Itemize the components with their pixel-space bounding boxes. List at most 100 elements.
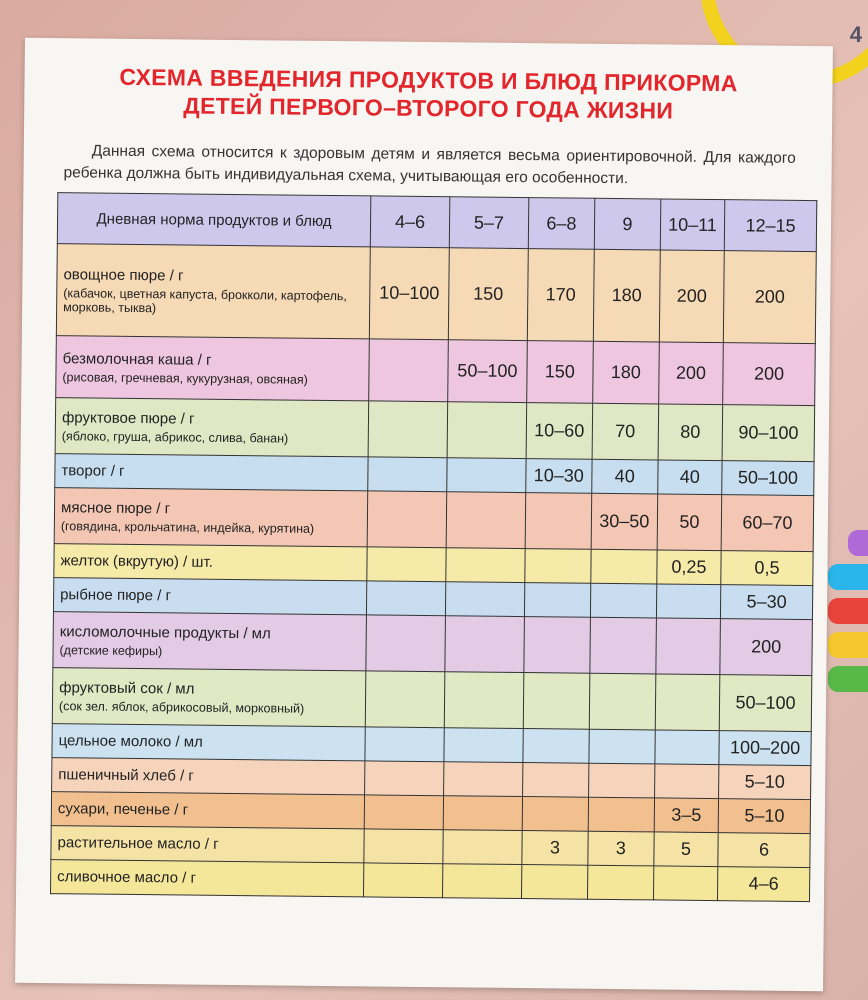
value-cell: 5–10	[718, 798, 811, 834]
value-cell	[367, 456, 448, 492]
value-cell: 3	[521, 830, 589, 866]
product-name: овощное пюре / г	[63, 265, 184, 284]
value-cell	[525, 492, 592, 550]
product-examples: (сок зел. яблок, абрикосовый, морковный)	[58, 698, 305, 716]
value-cell	[364, 760, 444, 796]
value-cell	[522, 728, 590, 764]
product-cell: мясное пюре / г (говядина, крольчатина, и…	[54, 487, 368, 547]
value-cell: 10–100	[369, 246, 450, 340]
value-cell	[524, 548, 592, 584]
value-cell: 4–6	[717, 866, 810, 902]
page-title: СХЕМА ВВЕДЕНИЯ ПРОДУКТОВ И БЛЮД ПРИКОРМА…	[24, 62, 833, 126]
product-examples: (говядина, крольчатина, индейка, курятин…	[60, 518, 315, 536]
value-cell	[363, 862, 443, 898]
value-cell	[367, 490, 447, 548]
value-cell	[587, 865, 654, 900]
value-cell	[365, 614, 446, 672]
product-cell: сухари, печенье / г	[51, 791, 365, 829]
value-cell: 200	[658, 341, 724, 405]
value-cell	[588, 729, 656, 764]
table-row: кисломолочные продукты / мл (детские кефи…	[52, 611, 813, 676]
header-age: 5–7	[449, 196, 529, 249]
value-cell	[656, 583, 721, 619]
value-cell	[445, 581, 525, 617]
value-cell	[589, 673, 656, 730]
value-cell	[590, 549, 657, 584]
value-cell	[654, 763, 719, 799]
value-cell: 30–50	[591, 493, 658, 550]
value-cell: 200	[722, 342, 816, 406]
value-cell	[588, 763, 655, 798]
value-cell	[655, 673, 720, 731]
value-cell	[522, 796, 589, 832]
table-row: фруктовое пюре / г (яблоко, груша, абрико…	[55, 397, 815, 462]
header-products: Дневная норма продуктов и блюд	[57, 192, 371, 247]
product-cell: растительное масло / г	[50, 825, 365, 863]
value-cell	[366, 580, 446, 616]
product-examples: (кабачок, цветная капуста, брокколи, кар…	[63, 285, 348, 315]
value-cell: 200	[659, 249, 725, 343]
value-cell: 50–100	[447, 339, 528, 403]
value-cell	[522, 762, 589, 798]
header-age: 6–8	[528, 197, 595, 250]
document-card: СХЕМА ВВЕДЕНИЯ ПРОДУКТОВ И БЛЮД ПРИКОРМА…	[15, 37, 833, 992]
product-name: фруктовый сок / мл	[59, 678, 195, 698]
value-cell	[442, 863, 522, 899]
feeding-schedule-table: Дневная норма продуктов и блюд 4–6 5–7 6–8 9…	[50, 192, 817, 902]
value-cell: 100–200	[718, 730, 812, 766]
value-cell: 70	[591, 403, 659, 460]
product-name: безмолочная каша / г	[62, 349, 212, 369]
product-name: пшеничный хлеб / г	[58, 766, 194, 785]
value-cell: 5	[653, 831, 719, 867]
value-cell: 10–30	[525, 458, 592, 494]
value-cell	[443, 795, 523, 831]
value-cell	[443, 761, 523, 797]
product-name: рыбное пюре / г	[60, 586, 172, 605]
header-age: 9	[594, 198, 661, 250]
value-cell: 200	[719, 618, 813, 676]
product-name: сухари, печенье / г	[57, 800, 189, 819]
product-examples: (детские кефиры)	[59, 642, 163, 658]
value-cell: 40	[657, 459, 723, 495]
value-cell: 40	[591, 459, 658, 494]
value-cell	[590, 583, 657, 618]
value-cell	[444, 615, 525, 673]
product-cell: творог / г	[54, 453, 369, 491]
product-name: растительное масло / г	[57, 834, 219, 853]
product-name: цельное молоко / мл	[58, 732, 203, 751]
product-examples: (яблоко, груша, абрикос, слива, банан)	[61, 428, 289, 446]
product-name: кисломолочные продукты / мл	[59, 622, 271, 642]
product-cell: безмолочная каша / г (рисовая, гречневая,…	[55, 335, 370, 401]
value-cell: 80	[657, 403, 723, 461]
value-cell	[363, 828, 444, 864]
value-cell: 180	[593, 249, 661, 342]
value-cell: 5–30	[720, 584, 813, 620]
table-row: безмолочная каша / г (рисовая, гречневая,…	[55, 335, 816, 406]
value-cell: 60–70	[721, 494, 814, 552]
value-cell: 0,5	[720, 550, 814, 586]
product-cell: фруктовое пюре / г (яблоко, груша, абрико…	[55, 397, 369, 457]
value-cell	[368, 338, 449, 402]
value-cell	[655, 617, 721, 675]
value-cell: 90–100	[722, 404, 815, 462]
page-number: 4	[849, 22, 862, 47]
value-cell	[368, 400, 448, 458]
value-cell: 170	[527, 248, 595, 342]
product-cell: пшеничный хлеб / г	[51, 757, 365, 795]
product-cell: сливочное масло / г	[50, 859, 364, 897]
table-header-row: Дневная норма продуктов и блюд 4–6 5–7 6–8 9…	[57, 192, 817, 252]
value-cell: 6	[717, 832, 811, 868]
value-cell	[446, 457, 526, 493]
product-cell: рыбное пюре / г	[53, 577, 367, 615]
value-cell	[445, 547, 526, 583]
product-examples: (рисовая, гречневая, кукурузная, овсяная…	[62, 369, 308, 387]
value-cell	[444, 671, 524, 729]
table-row: фруктовый сок / мл (сок зел. яблок, абрик…	[52, 667, 812, 732]
decorative-sticks	[828, 530, 868, 700]
value-cell: 0,25	[656, 549, 722, 585]
value-cell	[523, 616, 591, 674]
value-cell: 10–60	[525, 402, 593, 460]
value-cell	[447, 401, 527, 459]
value-cell	[365, 670, 445, 728]
value-cell: 150	[448, 247, 529, 341]
